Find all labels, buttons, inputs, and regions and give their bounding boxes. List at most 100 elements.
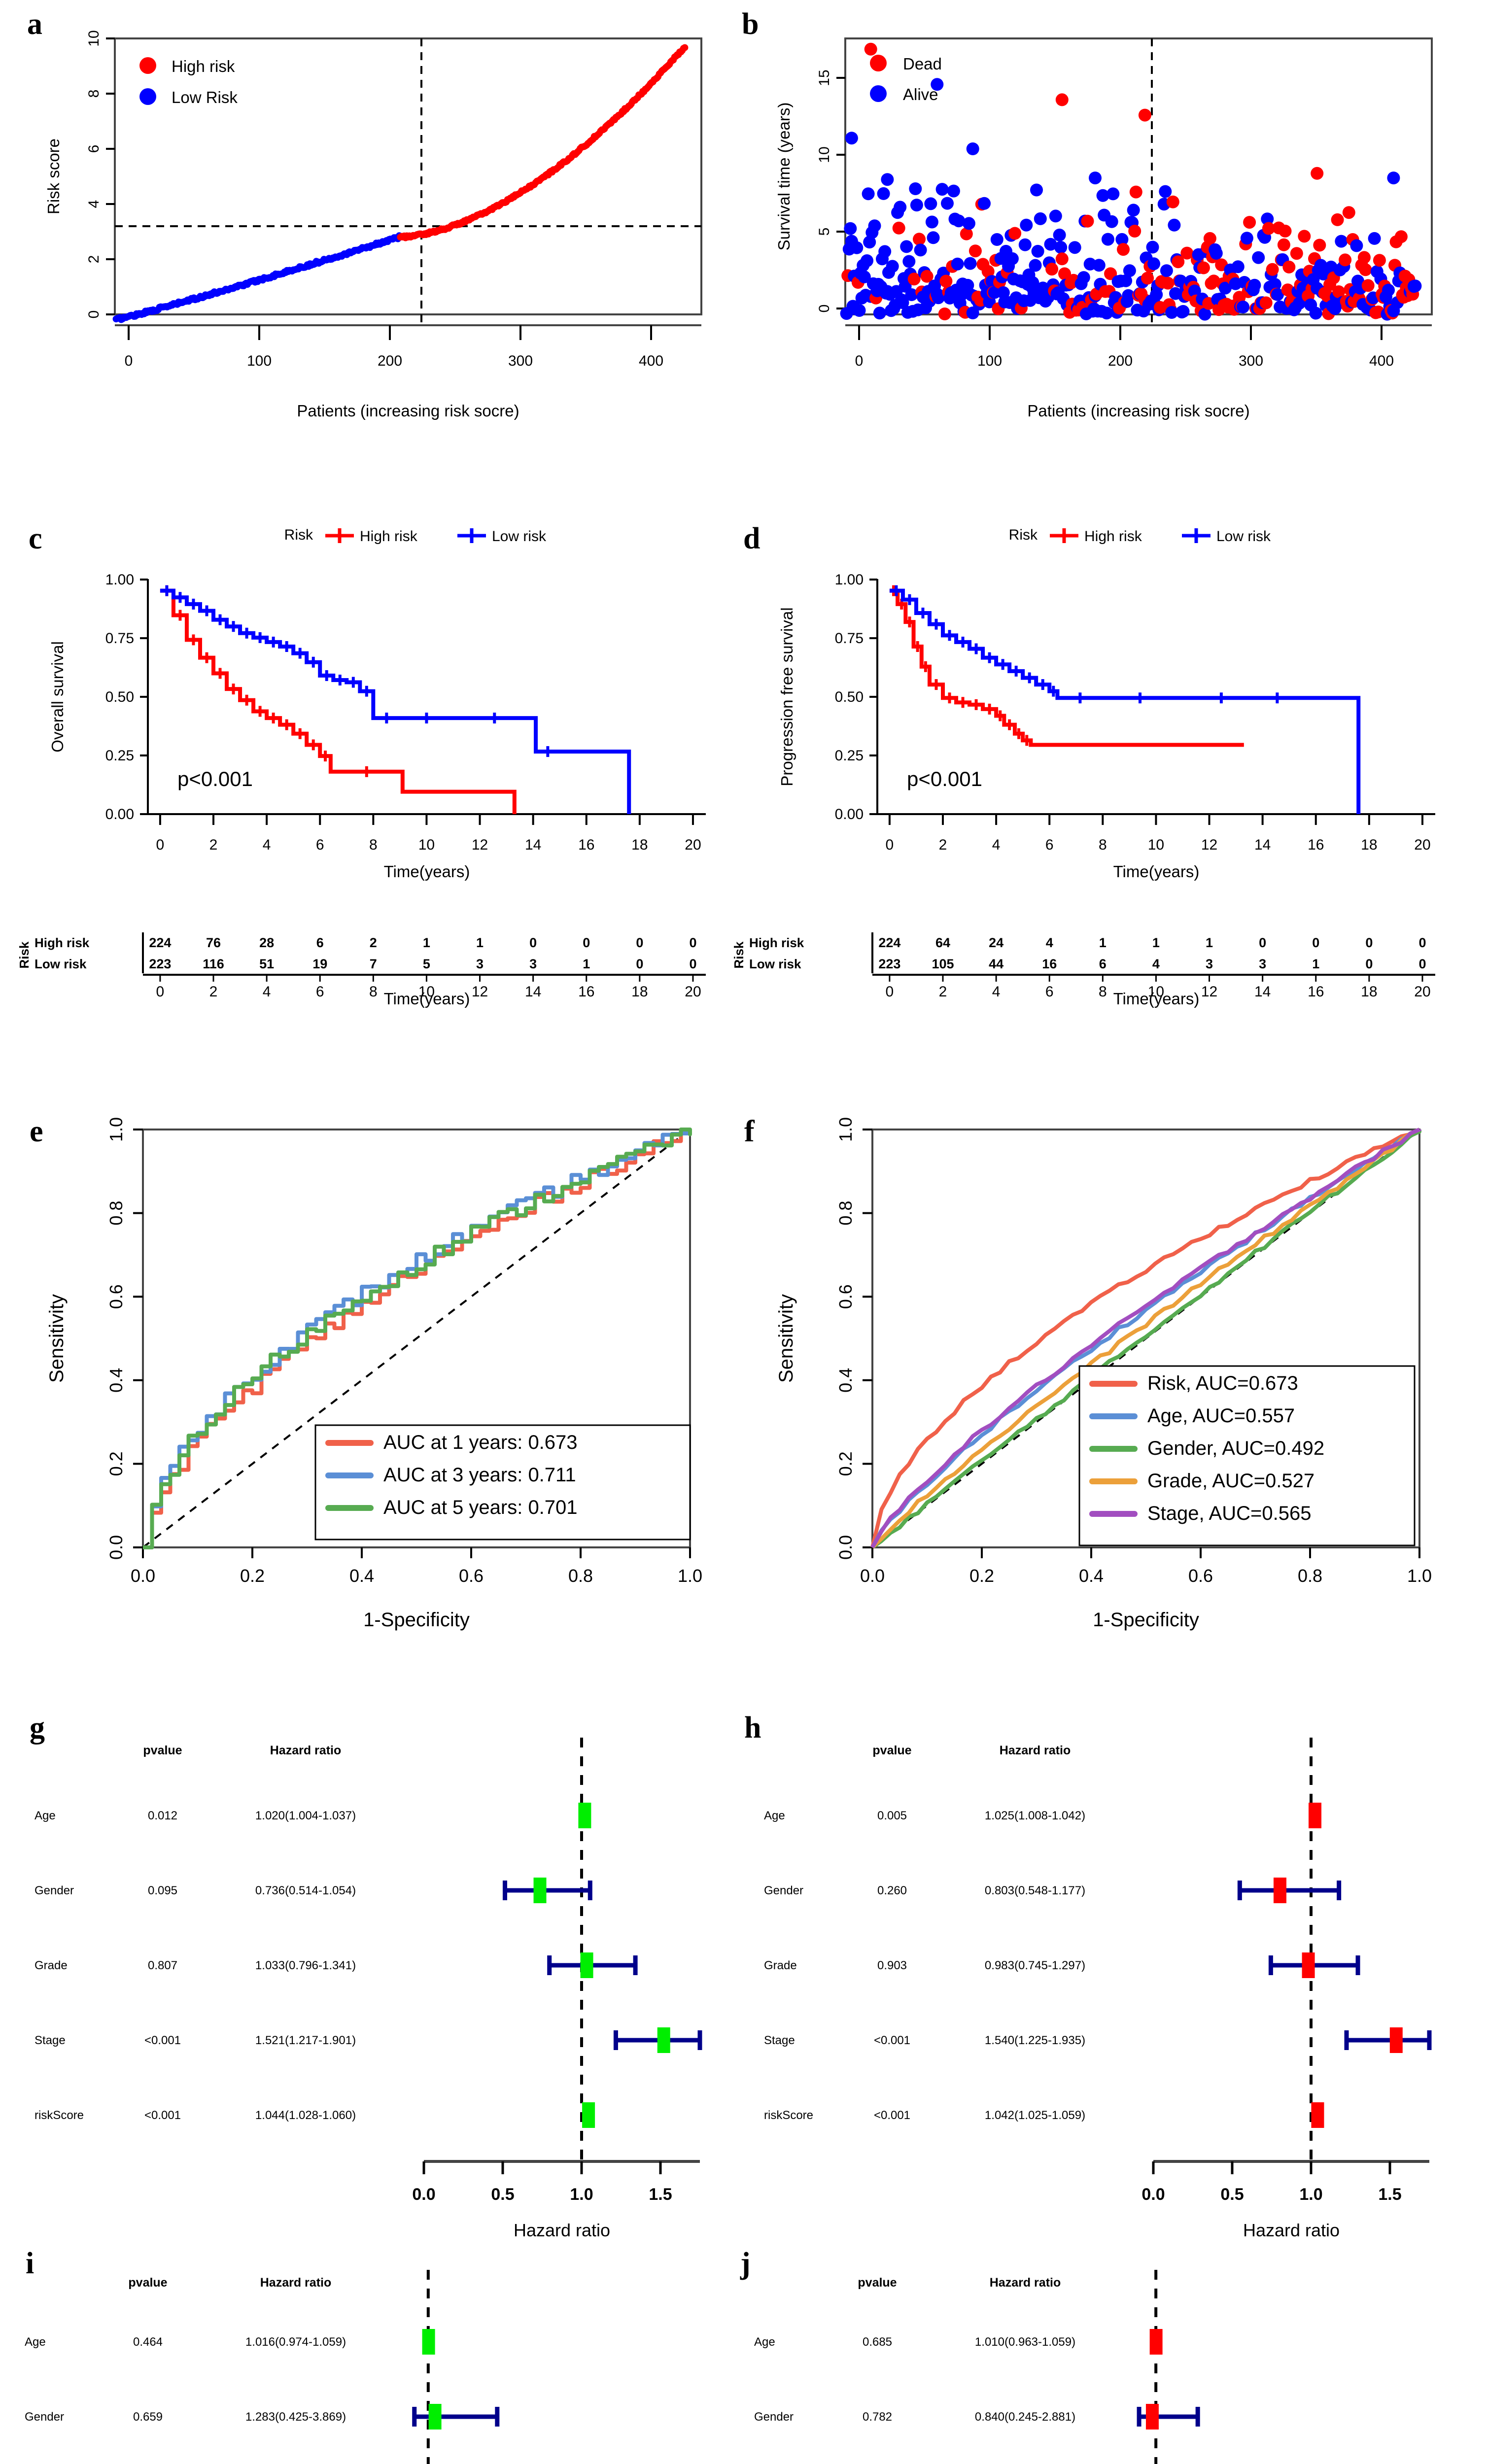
forest-row-variable: Stage — [764, 2034, 795, 2047]
risk-table-cell: 76 — [206, 935, 221, 950]
panel-d: d Risk High risk Low risk 0.00 0.25 0.50… — [715, 468, 1487, 1015]
panel-b-legend: Dead Alive — [870, 55, 942, 103]
risk-table-cell: 6 — [1099, 957, 1107, 971]
panel-b-ytick: 15 — [816, 69, 832, 86]
e-legend-label: AUC at 3 years: 0.711 — [383, 1464, 576, 1486]
panel-c-pvalue: p<0.001 — [177, 767, 253, 790]
panel-a-xlabel: Patients (increasing risk socre) — [297, 402, 519, 420]
panel-c-ylabel: Overall survival — [48, 641, 67, 753]
risk-table-cell: 0 — [529, 935, 537, 950]
e-ytick: 0.2 — [106, 1451, 126, 1476]
forest-row-hr: 1.283(0.425-3.869) — [245, 2410, 346, 2424]
risk-table-cell: 7 — [370, 957, 377, 971]
risk-table-cell: 0 — [1365, 957, 1373, 971]
risk-table-cell: 28 — [259, 935, 274, 950]
panel-f: f 0.0 0.2 0.4 0.6 0.8 1.0 0.0 0.2 0.4 0.6 0.8 1.0 … — [715, 1015, 1487, 1651]
panel-c: c Risk High risk Low risk 0.00 0.25 0.50… — [0, 468, 739, 1015]
c-xtick: 4 — [263, 837, 271, 853]
risk-table-xtick: 14 — [1254, 984, 1271, 1000]
f-ytick: 1.0 — [835, 1117, 856, 1142]
panel-f-roc-curves — [870, 1128, 1421, 1549]
risk-table-cell: 3 — [529, 957, 537, 971]
forest-row-variable: Grade — [35, 1959, 68, 1972]
panel-d-risk-table: Risk High risk Low risk 224 64 24 4 1 1 1 0 0 0 02… — [731, 932, 1435, 1008]
panel-b-xtick: 0 — [855, 353, 864, 369]
panel-e-ylabel: Sensitivity — [46, 1294, 68, 1383]
panel-c-risk-table: Risk High risk Low risk 224 76 28 6 2 1 1 0 0 0 02… — [17, 932, 706, 1008]
panel-d-ylabel: Progression free survival — [778, 607, 796, 786]
panel-h: h pvalue Hazard ratio Age 0.005 1.025(1.008-… — [715, 1651, 1487, 2240]
f-ytick: 0.0 — [835, 1535, 856, 1560]
risk-table-cell: 1 — [1312, 957, 1319, 971]
panel-d-label: d — [743, 522, 761, 555]
forest-axis-tick: 0.5 — [491, 2185, 514, 2204]
panel-b-points — [840, 42, 1422, 321]
panel-b-xtick: 200 — [1108, 353, 1133, 369]
risk-table-cell: 1 — [476, 935, 484, 950]
c-xtick: 8 — [369, 837, 378, 853]
forest-row-hr: 1.020(1.004-1.037) — [255, 1809, 356, 1822]
forest-axis-label: Hazard ratio — [514, 2220, 610, 2240]
f-legend-label: Grade, AUC=0.527 — [1147, 1470, 1314, 1492]
f-xtick: 0.8 — [1298, 1566, 1322, 1586]
risk-row-label: Low risk — [749, 957, 801, 971]
panel-c-ytick: 1.00 — [105, 572, 134, 588]
forest-point-estimate — [1145, 2404, 1159, 2430]
panel-b-xtick: 100 — [977, 353, 1002, 369]
d-xtick: 4 — [992, 837, 1001, 853]
risk-table-cell: 19 — [312, 957, 327, 971]
panel-c-legend-label: Low risk — [492, 528, 547, 545]
risk-table-cell: 5 — [423, 957, 430, 971]
risk-table-cell: 0 — [1259, 935, 1266, 950]
panel-c-ytick: 0.50 — [105, 689, 134, 705]
forest-row-pvalue: <0.001 — [144, 2109, 181, 2122]
forest-row-variable: Age — [754, 2335, 775, 2349]
forest-axis-tick: 1.0 — [570, 2185, 593, 2204]
forest-row-pvalue: 0.260 — [877, 1884, 907, 1897]
panel-d-ytick: 0.25 — [835, 748, 864, 764]
risk-table-cell: 24 — [989, 935, 1003, 950]
risk-table-cell: 0 — [636, 935, 643, 950]
f-legend-label: Stage, AUC=0.565 — [1147, 1503, 1311, 1524]
d-xtick: 6 — [1045, 837, 1054, 853]
panel-c-curves — [160, 585, 631, 814]
risk-table-cell: 3 — [1259, 957, 1266, 971]
forest-point-estimate — [1149, 2329, 1163, 2355]
c-xtick: 20 — [685, 837, 701, 853]
panel-f-xlabel: 1-Specificity — [1093, 1609, 1199, 1631]
risk-table-cell: 2 — [370, 935, 377, 950]
low-risk-dot — [139, 88, 156, 105]
forest-point-estimate — [1302, 1952, 1315, 1978]
panel-d-plot: Risk High risk Low risk 0.00 0.25 0.50 0… — [778, 527, 1435, 881]
panel-d-ytick: 1.00 — [835, 572, 864, 588]
forest-row-hr: 1.025(1.008-1.042) — [985, 1809, 1085, 1822]
forest-point-estimate — [1389, 2027, 1403, 2053]
panel-b-legend-label: Alive — [903, 85, 938, 103]
e-xtick: 0.4 — [349, 1566, 374, 1586]
forest-row-pvalue: 0.685 — [863, 2335, 892, 2349]
risk-table-xtick: 16 — [1308, 984, 1324, 1000]
panel-a-xtick: 100 — [247, 353, 272, 369]
risk-table-xtick: 10 — [1148, 984, 1164, 1000]
forest-row-variable: Gender — [35, 1884, 74, 1897]
d-xtick: 20 — [1414, 837, 1430, 853]
risk-table-cell: 0 — [1418, 957, 1426, 971]
risk-table-xtick: 14 — [525, 984, 541, 1000]
panel-d-curves — [889, 585, 1361, 814]
panel-f-legend: Risk, AUC=0.673 Age, AUC=0.557 Gender, AUC… — [1078, 1365, 1416, 1546]
risk-table-xtick: 16 — [578, 984, 594, 1000]
forest-header-pvalue: pvalue — [858, 2276, 897, 2290]
risk-table-xtick: 8 — [1099, 984, 1107, 1000]
d-xtick: 8 — [1099, 837, 1107, 853]
risk-table-cell: 64 — [935, 935, 950, 950]
risk-row-label: High risk — [35, 935, 90, 950]
risk-table-xtick: 20 — [1414, 984, 1430, 1000]
e-xtick: 0.0 — [131, 1566, 155, 1586]
panel-a-legend: High risk Low Risk — [139, 57, 238, 106]
risk-table-cell: 0 — [689, 935, 696, 950]
risk-table-xtick: 12 — [1201, 984, 1217, 1000]
panel-a-xtick: 0 — [125, 353, 133, 369]
e-ytick: 0.6 — [106, 1284, 126, 1309]
forest-row-hr: 1.044(1.028-1.060) — [255, 2109, 356, 2122]
forest-row-pvalue: 0.782 — [863, 2410, 892, 2424]
